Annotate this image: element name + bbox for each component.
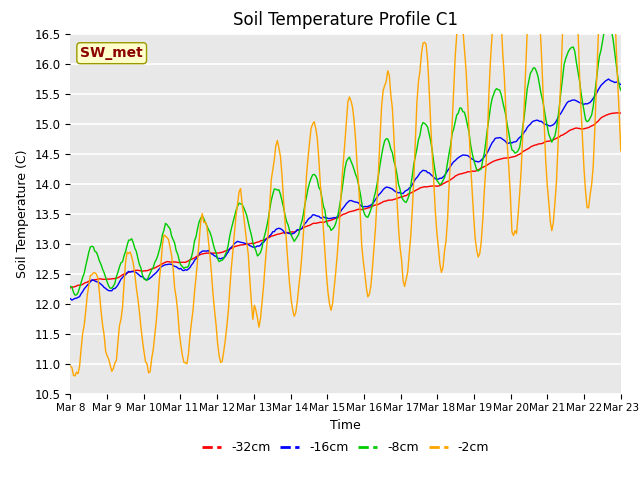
Y-axis label: Soil Temperature (C): Soil Temperature (C) (16, 149, 29, 278)
Title: Soil Temperature Profile C1: Soil Temperature Profile C1 (233, 11, 458, 29)
X-axis label: Time: Time (330, 419, 361, 432)
Legend: -32cm, -16cm, -8cm, -2cm: -32cm, -16cm, -8cm, -2cm (197, 436, 494, 459)
Text: SW_met: SW_met (80, 46, 143, 60)
